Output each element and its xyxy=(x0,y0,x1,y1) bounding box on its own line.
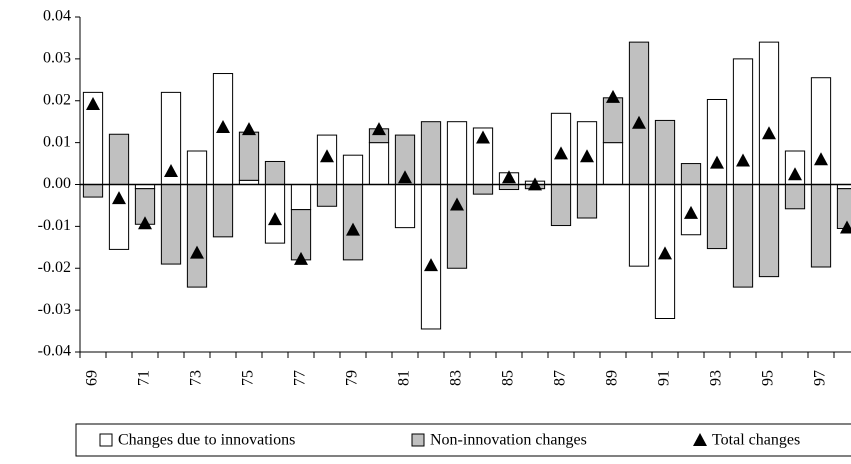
marker xyxy=(762,126,776,140)
marker xyxy=(138,216,152,230)
bar xyxy=(82,184,104,198)
marker xyxy=(736,153,750,167)
x-tick-label: 81 xyxy=(396,370,413,386)
bar xyxy=(238,131,260,181)
x-tick-label: 75 xyxy=(240,370,257,386)
bar xyxy=(628,41,650,185)
x-tick-label: 79 xyxy=(344,370,361,386)
marker xyxy=(268,212,282,226)
marker xyxy=(840,220,851,234)
bar xyxy=(446,184,468,269)
legend-swatch xyxy=(411,433,425,447)
bar xyxy=(186,184,208,288)
bar xyxy=(342,184,364,261)
legend-swatch xyxy=(693,433,707,446)
x-tick-label: 89 xyxy=(604,370,621,386)
bar xyxy=(342,154,364,185)
x-tick-label: 71 xyxy=(136,370,153,386)
marker xyxy=(398,170,412,184)
bar xyxy=(680,163,702,185)
bar xyxy=(290,184,312,211)
bar xyxy=(628,184,650,267)
marker xyxy=(86,96,100,110)
marker xyxy=(476,130,490,144)
bar xyxy=(654,119,676,185)
marker xyxy=(606,89,620,103)
x-tick-label: 87 xyxy=(552,370,569,386)
marker xyxy=(190,245,204,259)
marker xyxy=(216,119,230,133)
marker xyxy=(710,155,724,169)
y-tick-label: -0.03 xyxy=(38,301,71,318)
marker xyxy=(788,167,802,181)
bar xyxy=(368,142,390,185)
y-tick-label: 0.01 xyxy=(43,133,71,150)
bar xyxy=(160,184,182,265)
bar xyxy=(836,188,851,229)
bar xyxy=(810,184,832,268)
x-tick-label: 83 xyxy=(448,370,465,386)
marker xyxy=(320,149,334,163)
marker xyxy=(164,163,178,177)
bar xyxy=(706,184,728,250)
x-tick-label: 97 xyxy=(812,370,829,386)
marker xyxy=(294,251,308,265)
x-tick-label: 85 xyxy=(500,370,517,386)
marker xyxy=(580,149,594,163)
marker xyxy=(450,197,464,211)
bar xyxy=(472,184,494,195)
bar xyxy=(420,121,442,185)
bar xyxy=(706,98,728,185)
x-tick-label: 73 xyxy=(188,370,205,386)
marker xyxy=(528,177,542,191)
marker xyxy=(814,152,828,166)
x-tick-label: 93 xyxy=(708,370,725,386)
bar xyxy=(394,184,416,229)
bar xyxy=(420,184,442,330)
bar xyxy=(108,133,130,185)
y-tick-label: 0.04 xyxy=(43,8,71,25)
marker xyxy=(424,258,438,272)
marker xyxy=(502,170,516,184)
legend-swatch xyxy=(99,433,113,447)
marker xyxy=(346,222,360,236)
y-tick-label: -0.04 xyxy=(38,343,71,360)
bar xyxy=(316,184,338,207)
y-tick-label: 0.02 xyxy=(43,91,71,108)
bar xyxy=(732,184,754,288)
bar xyxy=(602,142,624,185)
x-tick-label: 95 xyxy=(760,370,777,386)
y-tick-label: -0.01 xyxy=(38,217,71,234)
bar xyxy=(186,150,208,185)
marker xyxy=(112,191,126,205)
bar xyxy=(758,41,780,185)
bar xyxy=(784,184,806,210)
marker xyxy=(632,115,646,129)
bar xyxy=(758,184,780,278)
marker xyxy=(372,122,386,136)
bar xyxy=(602,97,624,144)
x-tick-label: 91 xyxy=(656,370,673,386)
y-tick-label: 0.00 xyxy=(43,175,71,192)
y-tick-label: 0.03 xyxy=(43,50,71,67)
bar xyxy=(550,184,572,227)
legend-label: Changes due to innovations xyxy=(118,432,295,449)
x-tick-label: 77 xyxy=(292,370,309,386)
bar xyxy=(212,184,234,238)
marker xyxy=(242,122,256,136)
x-tick-label: 69 xyxy=(84,370,101,386)
legend xyxy=(75,423,851,457)
marker xyxy=(554,146,568,160)
bar xyxy=(498,184,520,191)
bar xyxy=(576,184,598,219)
y-tick-label: -0.02 xyxy=(38,259,71,276)
marker xyxy=(684,205,698,219)
bar xyxy=(446,121,468,185)
legend-label: Non-innovation changes xyxy=(430,432,587,449)
bar xyxy=(810,77,832,185)
marker xyxy=(658,246,672,260)
legend-label: Total changes xyxy=(712,432,800,449)
bar xyxy=(264,160,286,185)
